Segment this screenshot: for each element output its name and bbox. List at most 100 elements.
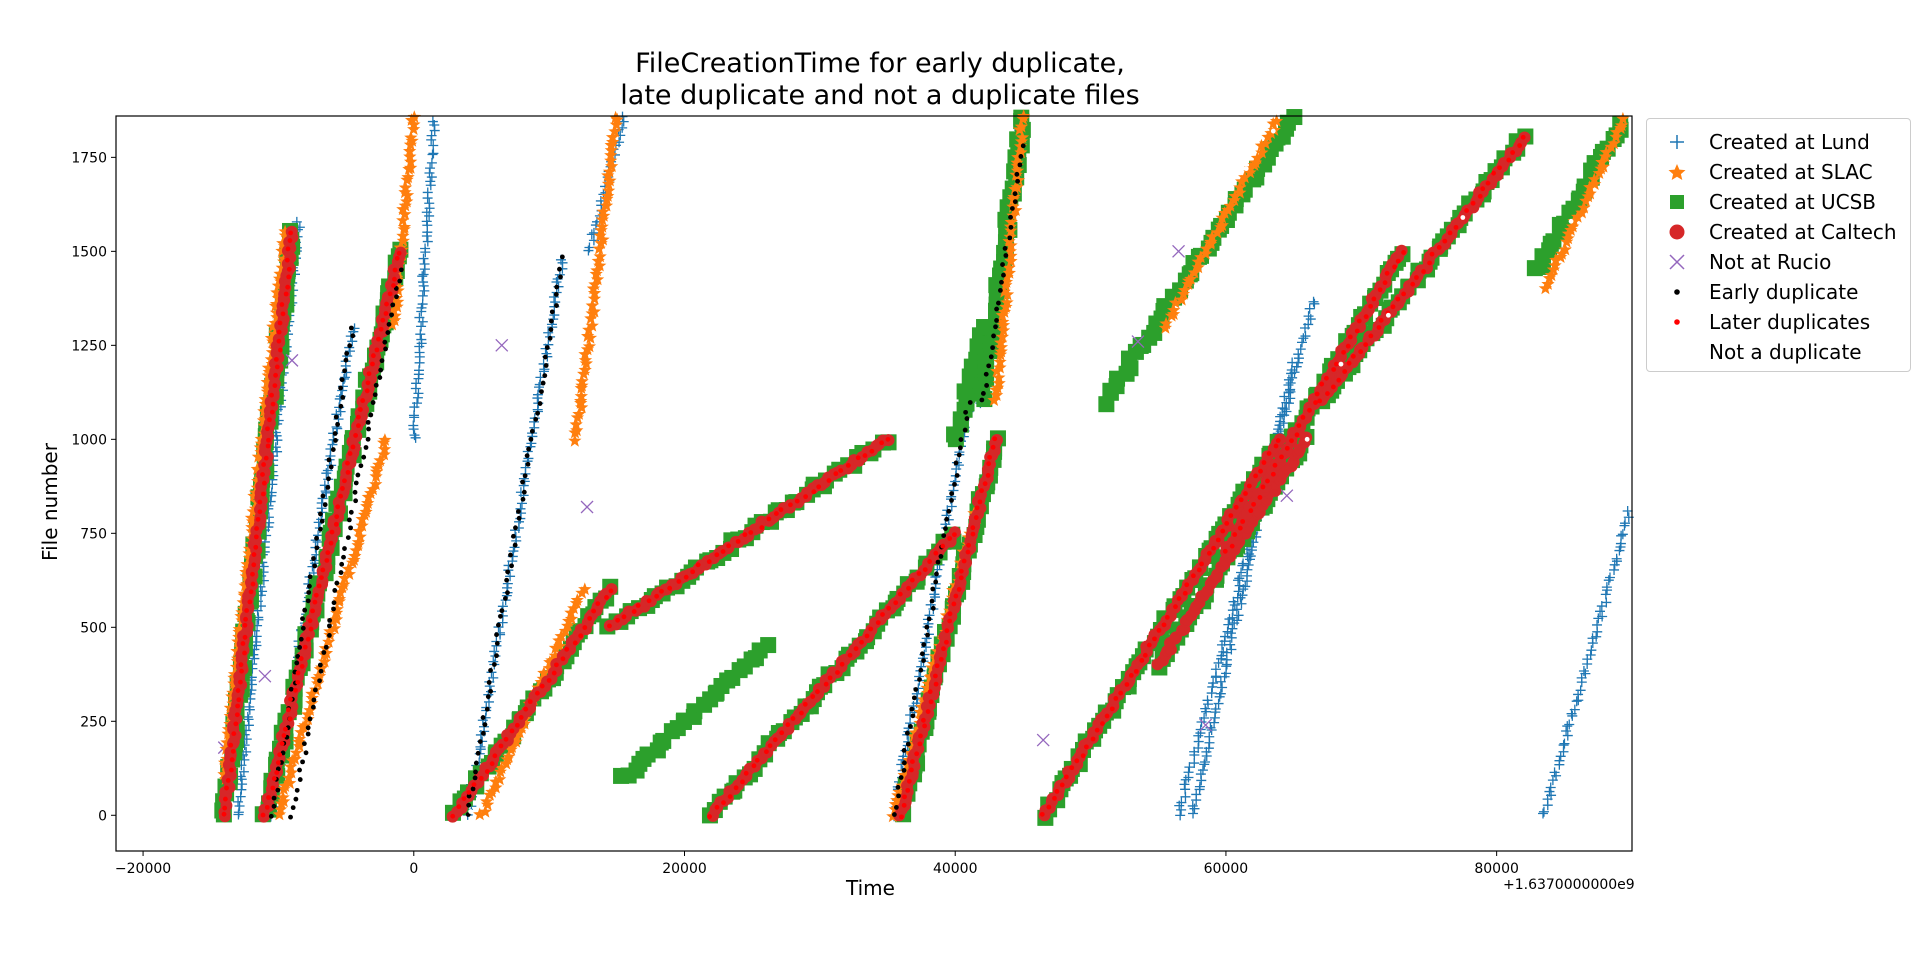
dot-marker bbox=[307, 716, 313, 722]
dot-marker bbox=[230, 748, 236, 754]
dot-marker bbox=[785, 722, 791, 728]
dot-marker bbox=[492, 753, 498, 759]
dot-marker bbox=[1059, 782, 1065, 788]
dot-marker bbox=[940, 543, 946, 549]
plus-marker bbox=[1296, 337, 1307, 348]
dot-marker bbox=[1453, 224, 1459, 230]
dot-marker bbox=[321, 650, 327, 655]
dot-marker bbox=[526, 446, 532, 452]
plus-marker bbox=[1609, 564, 1620, 575]
dot-marker bbox=[491, 662, 497, 667]
plus-marker bbox=[409, 430, 420, 441]
dot-marker bbox=[477, 739, 483, 745]
dot-marker bbox=[1395, 258, 1401, 264]
dot-marker bbox=[503, 736, 509, 742]
star-marker bbox=[337, 571, 352, 584]
dot-marker bbox=[260, 812, 266, 818]
legend-item-lund: Created at Lund bbox=[1647, 127, 1910, 157]
dot-marker bbox=[1384, 270, 1390, 276]
plus-marker bbox=[411, 378, 422, 389]
star-marker bbox=[1548, 258, 1562, 272]
dot-marker bbox=[323, 644, 329, 650]
plus-marker bbox=[1199, 712, 1210, 723]
star-marker bbox=[292, 739, 307, 752]
plus-marker bbox=[426, 130, 437, 141]
dot-marker bbox=[286, 274, 292, 280]
dot-marker bbox=[283, 291, 289, 297]
star-marker bbox=[1549, 253, 1563, 266]
dot-marker bbox=[897, 591, 903, 597]
dot-marker bbox=[488, 668, 493, 673]
dot-marker bbox=[1080, 753, 1086, 759]
dot-marker bbox=[547, 335, 553, 341]
plus-marker bbox=[272, 446, 283, 457]
dot-marker bbox=[1480, 186, 1486, 192]
star-marker bbox=[407, 122, 421, 135]
star-marker bbox=[244, 511, 259, 524]
star-marker bbox=[1566, 219, 1580, 233]
star-marker bbox=[1598, 149, 1613, 163]
plus-marker bbox=[1293, 353, 1304, 364]
dot-marker bbox=[549, 309, 555, 315]
dot-marker bbox=[331, 606, 336, 612]
star-marker bbox=[593, 228, 607, 242]
dot-marker bbox=[1182, 590, 1188, 596]
dot-marker bbox=[338, 570, 344, 575]
plus-marker bbox=[1238, 558, 1249, 569]
dot-marker bbox=[853, 646, 859, 652]
dot-marker bbox=[288, 814, 293, 820]
dot-marker bbox=[524, 453, 530, 459]
plus-marker bbox=[1591, 631, 1602, 642]
star-marker bbox=[284, 765, 299, 779]
star-marker bbox=[396, 213, 410, 227]
star-marker bbox=[369, 469, 383, 483]
dot-marker bbox=[1152, 636, 1157, 642]
plus-marker bbox=[1559, 738, 1570, 749]
legend-item-not-at-rucio: Not at Rucio bbox=[1647, 247, 1910, 277]
plus-marker bbox=[408, 420, 419, 431]
star-marker bbox=[587, 304, 601, 318]
dot-marker bbox=[1325, 391, 1330, 396]
dot-marker bbox=[1497, 165, 1502, 171]
plus-marker bbox=[1221, 661, 1232, 672]
star-marker bbox=[377, 447, 391, 461]
dot-marker bbox=[520, 496, 526, 502]
dot-marker bbox=[941, 646, 946, 652]
dot-marker bbox=[918, 733, 923, 739]
plus-marker bbox=[1209, 717, 1220, 728]
dot-marker bbox=[390, 302, 396, 308]
dot-marker bbox=[330, 447, 336, 452]
star-marker bbox=[1609, 130, 1623, 143]
dot-marker bbox=[1052, 795, 1057, 801]
plus-marker bbox=[1622, 505, 1633, 516]
dot-marker bbox=[833, 471, 839, 477]
dot-marker bbox=[1139, 658, 1145, 663]
dot-marker bbox=[520, 479, 525, 485]
dot-marker bbox=[1243, 491, 1248, 496]
dot-marker bbox=[499, 608, 505, 614]
dot-marker bbox=[587, 616, 593, 621]
star-marker bbox=[404, 155, 418, 168]
star-marker bbox=[1158, 321, 1172, 334]
series-created-at-caltech bbox=[218, 131, 1531, 823]
legend-label-not-at-rucio: Not at Rucio bbox=[1709, 250, 1832, 274]
dot-marker bbox=[248, 589, 254, 595]
dot-marker bbox=[748, 530, 754, 535]
dot-marker bbox=[348, 509, 354, 515]
dot-marker bbox=[933, 681, 939, 687]
dot-marker bbox=[234, 712, 240, 718]
dot-marker bbox=[222, 796, 228, 802]
star-marker bbox=[303, 703, 317, 717]
plus-marker bbox=[1191, 789, 1202, 800]
dot-marker bbox=[1002, 245, 1008, 251]
star-marker bbox=[239, 569, 253, 583]
dot-marker bbox=[726, 543, 732, 549]
dot-marker bbox=[908, 724, 913, 729]
plus-marker bbox=[1554, 755, 1565, 766]
star-marker bbox=[1007, 190, 1021, 203]
dot-marker bbox=[929, 598, 935, 604]
star-marker bbox=[574, 394, 588, 407]
dot-marker bbox=[478, 775, 484, 781]
dot-marker bbox=[383, 311, 389, 316]
dot-marker bbox=[910, 713, 916, 719]
